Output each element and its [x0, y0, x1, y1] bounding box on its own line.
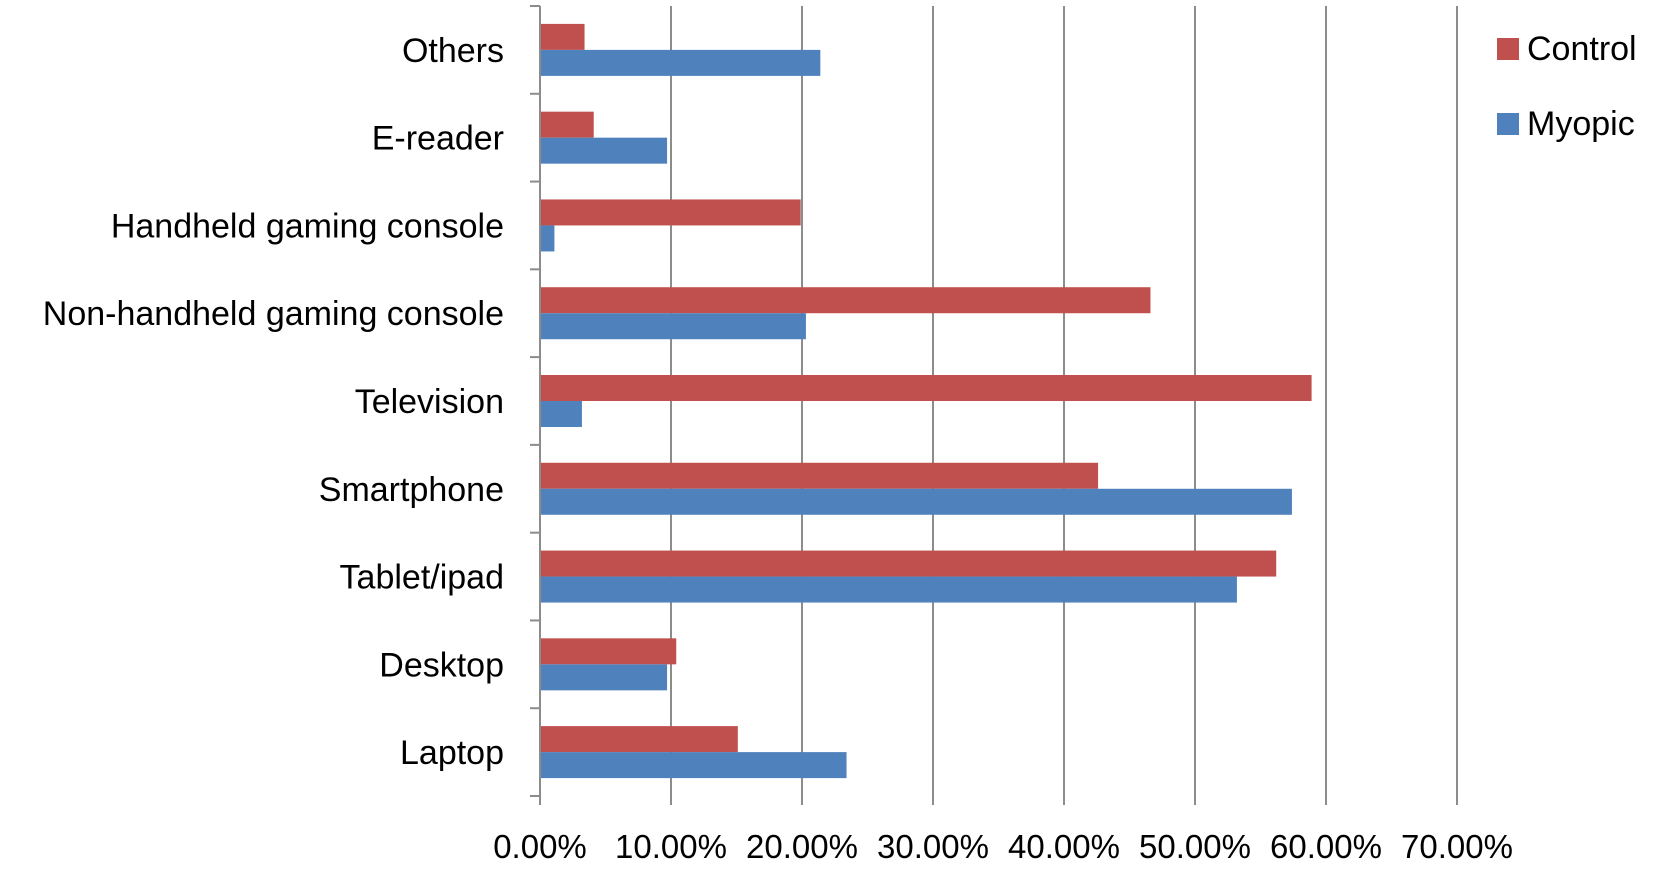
- bar-myopic: [541, 664, 668, 691]
- bar-control: [541, 287, 1151, 314]
- legend-label-control: Control: [1527, 30, 1637, 68]
- bar-myopic: [541, 576, 1237, 603]
- bar-control: [541, 638, 677, 665]
- category-label: Television: [355, 383, 504, 421]
- legend: Control Myopic: [1497, 30, 1637, 143]
- category-label: E-reader: [372, 120, 504, 158]
- category-label: Others: [402, 32, 504, 70]
- x-tick-labels: 0.00% 10.00% 20.00% 30.00% 40.00% 50.00% 60.00…: [493, 828, 1513, 865]
- legend-label-myopic: Myopic: [1527, 105, 1635, 143]
- legend-swatch-control: [1497, 38, 1519, 60]
- bar-control: [541, 375, 1312, 401]
- x-tick-label: 10.00%: [615, 828, 727, 865]
- bars: [541, 23, 1312, 779]
- bar-myopic: [541, 225, 555, 252]
- axes: [530, 5, 1458, 805]
- bar-myopic: [541, 488, 1292, 515]
- x-tick-label: 30.00%: [877, 828, 989, 865]
- bar-myopic: [541, 49, 821, 76]
- x-tick-label: 0.00%: [493, 828, 587, 865]
- bar-control: [541, 111, 594, 138]
- bar-control: [541, 726, 738, 753]
- category-labels: Laptop Desktop Tablet/ipad Smartphone Televi…: [43, 32, 504, 772]
- bar-myopic: [541, 313, 806, 340]
- bar-myopic: [541, 137, 668, 164]
- category-label: Smartphone: [319, 471, 504, 509]
- legend-swatch-myopic: [1497, 113, 1519, 135]
- bar-myopic: [541, 401, 582, 427]
- category-label: Handheld gaming console: [111, 207, 504, 245]
- bar-control: [541, 199, 801, 226]
- bar-myopic: [541, 752, 847, 779]
- category-label: Non-handheld gaming console: [43, 295, 504, 333]
- x-tick-label: 60.00%: [1270, 828, 1382, 865]
- x-tick-label: 70.00%: [1401, 828, 1513, 865]
- bar-control: [541, 23, 585, 50]
- x-tick-label: 40.00%: [1008, 828, 1120, 865]
- category-label: Laptop: [400, 734, 504, 772]
- bar-control: [541, 550, 1277, 577]
- category-label: Desktop: [379, 646, 504, 684]
- x-tick-label: 50.00%: [1139, 828, 1251, 865]
- bar-control: [541, 462, 1099, 489]
- category-label: Tablet/ipad: [340, 559, 504, 597]
- x-tick-label: 20.00%: [746, 828, 858, 865]
